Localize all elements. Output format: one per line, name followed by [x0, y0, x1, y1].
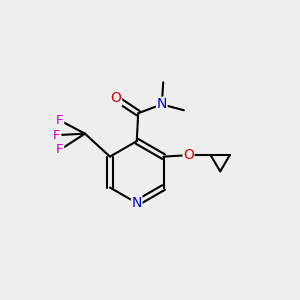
- Text: N: N: [132, 196, 142, 210]
- Text: F: F: [56, 143, 64, 156]
- Text: F: F: [56, 114, 64, 127]
- Text: N: N: [157, 98, 167, 111]
- Text: F: F: [53, 129, 61, 142]
- Text: O: O: [183, 148, 194, 162]
- Text: O: O: [111, 92, 122, 106]
